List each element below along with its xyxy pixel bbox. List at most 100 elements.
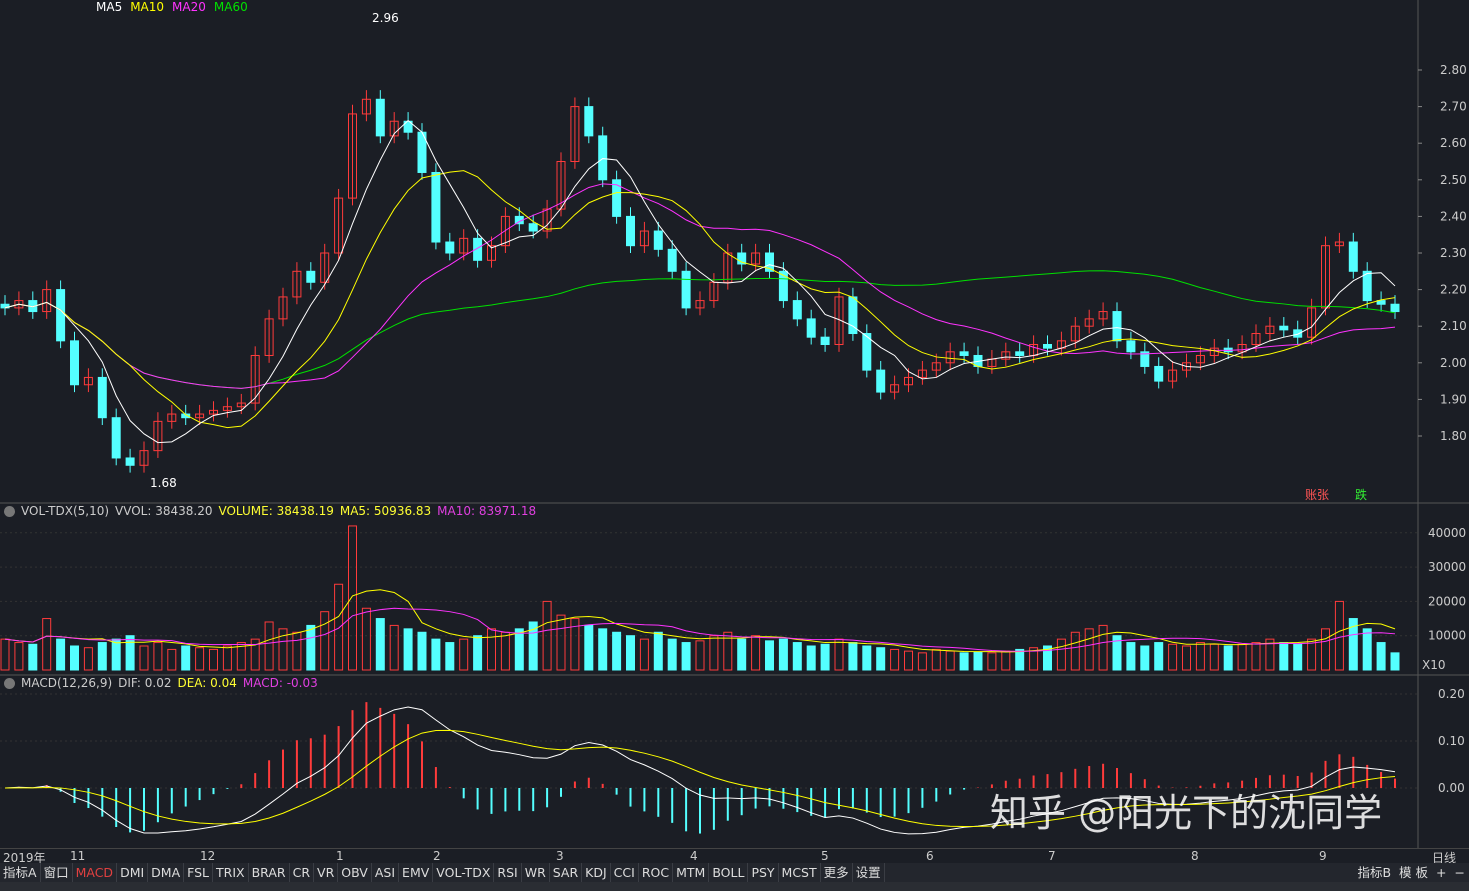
volume-bar <box>473 635 483 671</box>
collapse-icon[interactable] <box>4 677 15 689</box>
volume-bar <box>1070 631 1080 671</box>
candle <box>1251 333 1261 345</box>
indicator-tab-更多[interactable]: 更多 <box>821 863 853 882</box>
indicator-tab-fsl[interactable]: FSL <box>184 863 214 882</box>
zoom-in-button[interactable]: + <box>1436 865 1447 880</box>
indicator-tab-trix[interactable]: TRIX <box>213 863 249 882</box>
indicator-tab-macd[interactable]: MACD <box>73 863 118 882</box>
vol-name: VOL-TDX(5,10) <box>21 504 110 518</box>
indicator-tab-brar[interactable]: BRAR <box>249 863 290 882</box>
indicator-tab-mtm[interactable]: MTM <box>673 863 710 882</box>
candle <box>1154 365 1164 382</box>
volume-bar <box>820 643 830 671</box>
volume-bar <box>709 635 719 671</box>
indicator-tab-obv[interactable]: OBV <box>338 863 372 882</box>
candle <box>612 179 622 217</box>
candle <box>306 270 316 283</box>
candle <box>917 369 927 378</box>
candle <box>334 197 344 254</box>
indicator-tab-mcst[interactable]: MCST <box>779 863 821 882</box>
indicator-tab-dma[interactable]: DMA <box>148 863 185 882</box>
indicator-tab-emv[interactable]: EMV <box>399 863 434 882</box>
indicator-tab-窗口[interactable]: 窗口 <box>41 863 73 882</box>
volume-ma5-line <box>4 589 1396 653</box>
candle <box>250 354 260 404</box>
volume-bar <box>1362 628 1372 671</box>
volume-bar <box>1321 628 1330 671</box>
indicator-tab-rsi[interactable]: RSI <box>494 863 522 882</box>
macd-name: MACD(12,26,9) <box>21 676 113 690</box>
volume-tick-label: 20000 <box>1428 594 1466 608</box>
indicator-tab-kdj[interactable]: KDJ <box>582 863 611 882</box>
volume-bar <box>70 645 79 671</box>
collapse-icon[interactable] <box>4 505 15 517</box>
volume-bar <box>612 631 622 671</box>
volume-bar <box>1126 642 1136 671</box>
candle <box>431 171 441 243</box>
indicator-tab-指标a[interactable]: 指标A <box>0 863 41 882</box>
stock-chart[interactable]: 2.80 2.70 2.60 2.50 2.40 2.30 2.20 2.10 2.00 1.90… <box>0 0 1469 848</box>
candle <box>1098 311 1108 320</box>
candle <box>389 120 399 137</box>
volume-bar <box>1195 642 1205 671</box>
indicator-tab-roc[interactable]: ROC <box>639 863 674 882</box>
volume-bar <box>792 642 802 671</box>
candle <box>1237 344 1247 353</box>
candle <box>236 402 246 408</box>
month-label: 8 <box>1191 849 1199 863</box>
volume-bar <box>1376 642 1386 671</box>
indicator-tab-boll[interactable]: BOLL <box>709 863 749 882</box>
candle <box>1376 300 1386 305</box>
volume-bar <box>626 635 635 671</box>
candle <box>1015 351 1025 356</box>
candle <box>348 113 357 199</box>
candle <box>723 252 733 283</box>
month-label: 2 <box>433 849 441 863</box>
ma20-line <box>4 183 1396 389</box>
volume-bar <box>459 638 469 671</box>
zoom-out-button[interactable]: − <box>1454 865 1465 880</box>
indicator-tab-设置[interactable]: 设置 <box>853 863 885 882</box>
indicator-tab-cci[interactable]: CCI <box>611 863 639 882</box>
indicator-b-tab[interactable]: 指标B <box>1357 865 1392 880</box>
volume-bar <box>334 583 344 671</box>
indicator-tab-wr[interactable]: WR <box>522 863 550 882</box>
indicator-tab-asi[interactable]: ASI <box>372 863 400 882</box>
indicator-tab-cr[interactable]: CR <box>290 863 315 882</box>
month-label: 6 <box>926 849 934 863</box>
candle <box>209 409 218 415</box>
volume-bar <box>917 652 927 671</box>
indicator-tab-sar[interactable]: SAR <box>550 863 583 882</box>
candle <box>778 270 788 302</box>
candle <box>1168 369 1178 382</box>
period-label[interactable]: 日线 <box>1432 851 1457 865</box>
volume-bar <box>431 638 441 671</box>
candle <box>931 362 941 371</box>
candle <box>70 340 79 386</box>
volume-bar <box>97 642 107 671</box>
template-tab[interactable]: 模 板 <box>1399 865 1429 880</box>
indicator-tab-vr[interactable]: VR <box>314 863 339 882</box>
indicator-tab-vol-tdx[interactable]: VOL-TDX <box>433 863 495 882</box>
candle <box>584 106 594 137</box>
volume-bar <box>445 642 455 671</box>
candle <box>56 289 66 342</box>
ma10-line <box>4 170 1396 429</box>
candle <box>1070 325 1080 342</box>
indicator-tab-psy[interactable]: PSY <box>748 863 779 882</box>
candle <box>1390 303 1400 313</box>
volume-bar <box>1209 643 1219 671</box>
volume-bar <box>959 652 969 671</box>
volume-bar <box>806 645 816 671</box>
candle <box>1334 241 1344 247</box>
volume-bar <box>222 645 232 671</box>
month-label: 12 <box>200 849 216 863</box>
candle <box>403 120 413 133</box>
candle <box>1001 351 1011 360</box>
rise-marker: 账张 <box>1305 488 1329 502</box>
vvol-value: VVOL: 38438.20 <box>115 504 213 518</box>
volume-bar <box>1334 600 1344 671</box>
indicator-tab-dmi[interactable]: DMI <box>117 863 149 882</box>
candle <box>83 376 93 386</box>
ma5-line <box>4 119 1396 444</box>
